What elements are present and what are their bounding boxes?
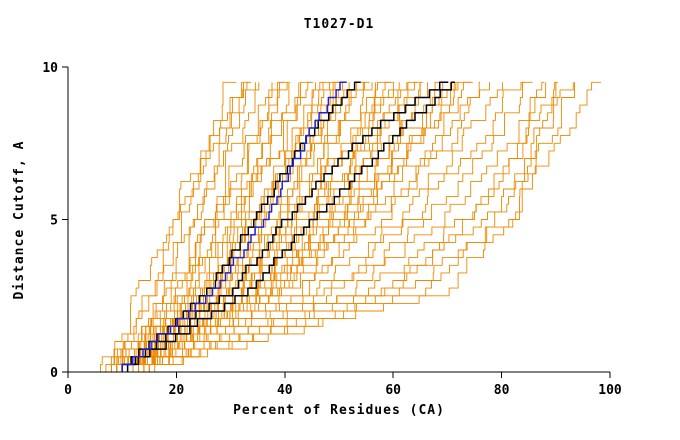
y-tick-label: 5 bbox=[50, 214, 58, 229]
model-curve bbox=[110, 82, 288, 372]
x-tick-label: 0 bbox=[64, 383, 72, 398]
model-curve bbox=[116, 81, 291, 372]
model-curve bbox=[105, 82, 244, 372]
model-curve bbox=[132, 82, 377, 372]
model-curve bbox=[121, 81, 449, 372]
model-curve bbox=[127, 82, 459, 372]
model-curve bbox=[138, 81, 545, 372]
ensemble-models-group bbox=[100, 81, 601, 372]
highlighted-models-group bbox=[121, 81, 455, 372]
model-curve bbox=[121, 81, 347, 372]
model-curve bbox=[132, 81, 525, 372]
model-curve bbox=[110, 81, 237, 372]
model-curve bbox=[121, 81, 361, 372]
x-tick-label: 60 bbox=[385, 383, 401, 398]
x-tick-label: 80 bbox=[494, 383, 510, 398]
model-curve bbox=[127, 81, 370, 372]
model-curve bbox=[138, 82, 490, 372]
chart-title: T1027-D1 bbox=[303, 17, 375, 32]
model-curve bbox=[143, 81, 473, 372]
x-tick-label: 40 bbox=[277, 383, 293, 398]
y-tick-label: 10 bbox=[42, 61, 58, 76]
model-curve bbox=[148, 82, 574, 372]
model-curve bbox=[132, 81, 471, 372]
y-tick-label: 0 bbox=[50, 366, 58, 381]
model-curve bbox=[100, 82, 256, 372]
selected-model-group bbox=[121, 81, 347, 372]
model-curve bbox=[126, 81, 455, 372]
model-curve bbox=[138, 82, 547, 372]
x-tick-label: 100 bbox=[598, 383, 622, 398]
x-tick-label: 20 bbox=[169, 383, 185, 398]
x-axis-label: Percent of Residues (CA) bbox=[233, 403, 445, 418]
